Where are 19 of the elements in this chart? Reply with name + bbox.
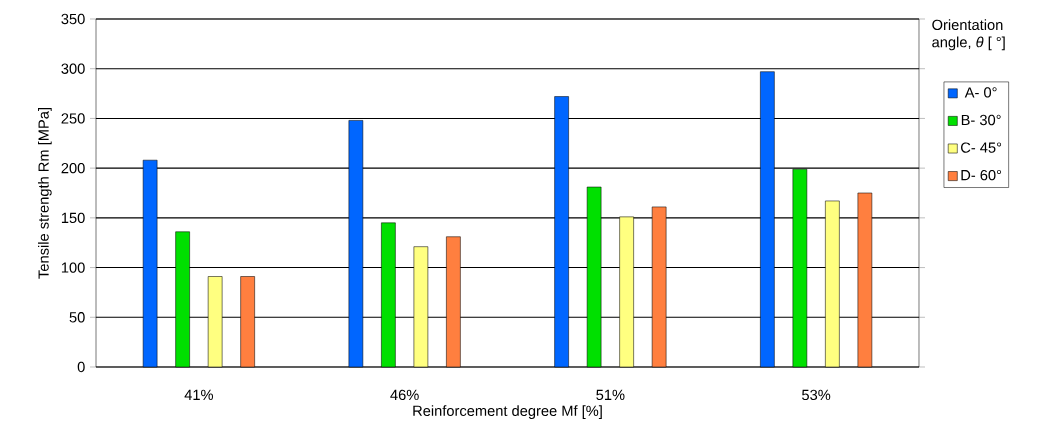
legend-label: D- 60° — [961, 169, 1002, 181]
y-tick-label: 250 — [61, 113, 85, 124]
x-axis-title: Reinforcement degree Mf [%] — [413, 405, 602, 419]
y-tick-label: 200 — [61, 162, 85, 174]
x-tick-label: 41% — [184, 389, 214, 400]
y-tick-label: 150 — [61, 212, 85, 224]
legend-title: Orientation angle, θ [ °] — [932, 19, 1005, 51]
x-tick-label: 51% — [596, 389, 625, 401]
y-tick-label: 50 — [69, 312, 85, 323]
x-tick-label: 53% — [802, 389, 831, 401]
y-tick-label: 0 — [77, 361, 85, 373]
y-axis-title: Tensile strength Rm [MPa] — [38, 108, 52, 279]
y-tick-label: 100 — [61, 262, 85, 273]
legend-label: C- 45° — [961, 142, 1002, 153]
legend-label: B- 30° — [961, 114, 1001, 126]
y-tick-label: 300 — [61, 63, 85, 74]
legend-label: A- 0° — [964, 87, 997, 98]
y-tick-label: 350 — [61, 13, 85, 25]
x-tick-label: 46% — [390, 389, 419, 401]
